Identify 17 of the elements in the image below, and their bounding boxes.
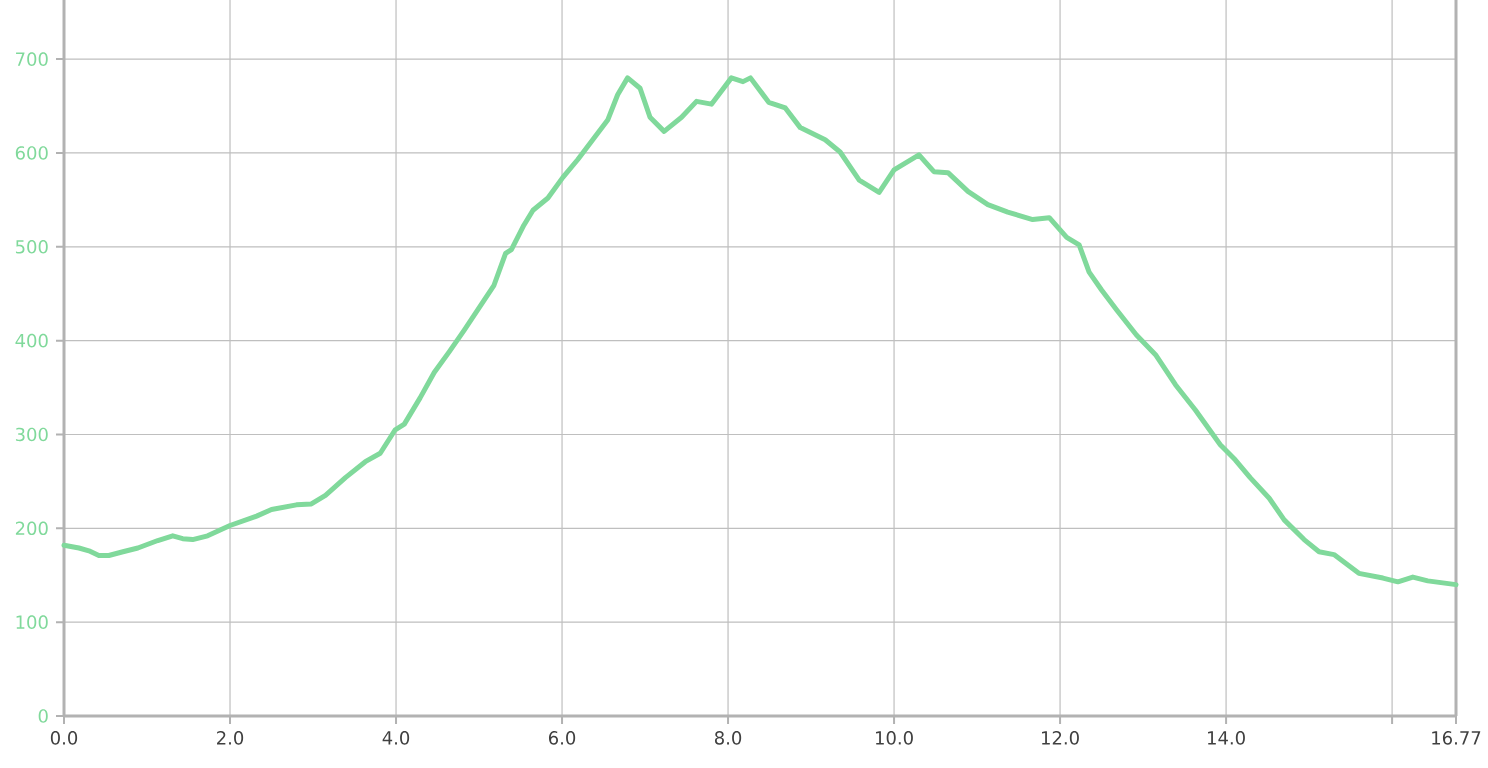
y-tick-label: 600 [15,146,48,160]
x-tick-label: 12.0 [1042,731,1079,745]
y-tick-label: 500 [15,239,48,254]
y-tick-label: 700 [16,52,48,66]
x-tick-label: 6.0 [548,731,576,745]
x-tick-label: 0.0 [50,731,78,745]
x-tick-label: 14.0 [1208,731,1245,745]
y-tick-label: 300 [15,427,48,442]
y-tick-label: 200 [15,521,48,536]
x-tick-label: 10.0 [876,731,913,745]
x-tick-label: 4.0 [382,731,410,745]
x-tick-label: 8.0 [714,731,742,745]
y-tick-label: 100 [16,615,48,629]
x-tick-label: 16.77 [1432,731,1481,745]
y-tick-label: 400 [15,333,48,348]
y-tick-label: 0 [38,709,48,723]
x-tick-label: 2.0 [217,731,244,745]
